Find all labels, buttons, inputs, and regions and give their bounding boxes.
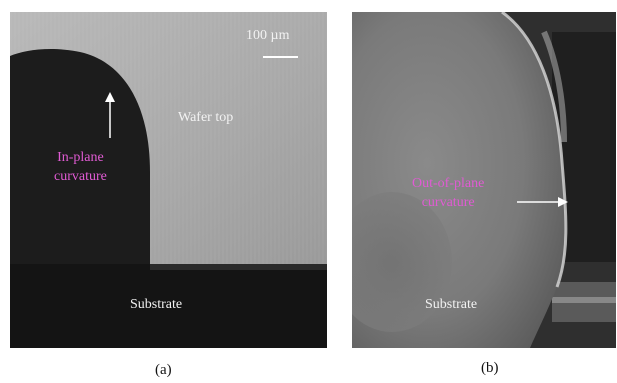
annotation-line-1: In-plane <box>57 150 104 165</box>
out-of-plane-curvature-label: Out-of-plane curvature <box>412 174 484 212</box>
annotation-line-2: curvature <box>54 169 107 184</box>
micrograph-panel-a: 100 µm Wafer top In-plane curvature Subs… <box>10 12 327 348</box>
wafer-top-label: Wafer top <box>178 110 234 125</box>
caption-a: (a) <box>155 362 172 378</box>
scale-bar-label: 100 µm <box>246 28 290 43</box>
substrate-label-a: Substrate <box>130 297 183 312</box>
micrograph-b-image <box>352 12 616 348</box>
annotation-line-2-b: curvature <box>421 195 475 210</box>
micrograph-panel-b: Out-of-plane curvature Substrate <box>352 12 616 348</box>
annotation-line-1-b: Out-of-plane <box>412 176 485 191</box>
micrograph-a-image <box>10 12 327 348</box>
in-plane-curvature-label: In-plane curvature <box>54 148 107 186</box>
substrate-label-b: Substrate <box>425 297 478 312</box>
caption-b: (b) <box>481 360 499 376</box>
